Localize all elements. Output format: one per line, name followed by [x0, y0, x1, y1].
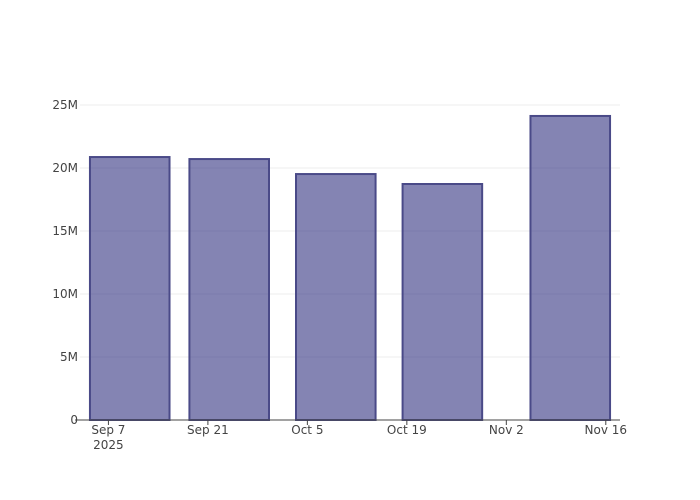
y-tick-label: 25M [52, 98, 78, 112]
y-tick-label: 5M [60, 350, 78, 364]
x-tick-label: Oct 5 [291, 423, 323, 437]
x-tick-label: Nov 2 [489, 423, 524, 437]
y-tick-label: 20M [52, 161, 78, 175]
bar [529, 114, 612, 421]
x-tick-label: Nov 16 [585, 423, 628, 437]
y-tick-label: 15M [52, 224, 78, 238]
bar [401, 183, 484, 421]
bar [88, 156, 171, 421]
bar [295, 173, 377, 421]
x-tick-label: Oct 19 [387, 423, 427, 437]
y-tick-label: 0 [70, 413, 78, 427]
x-tick-label: Sep 7 2025 [91, 423, 125, 452]
bar [188, 158, 270, 422]
y-tick-label: 10M [52, 287, 78, 301]
x-tick-label: Sep 21 [187, 423, 229, 437]
